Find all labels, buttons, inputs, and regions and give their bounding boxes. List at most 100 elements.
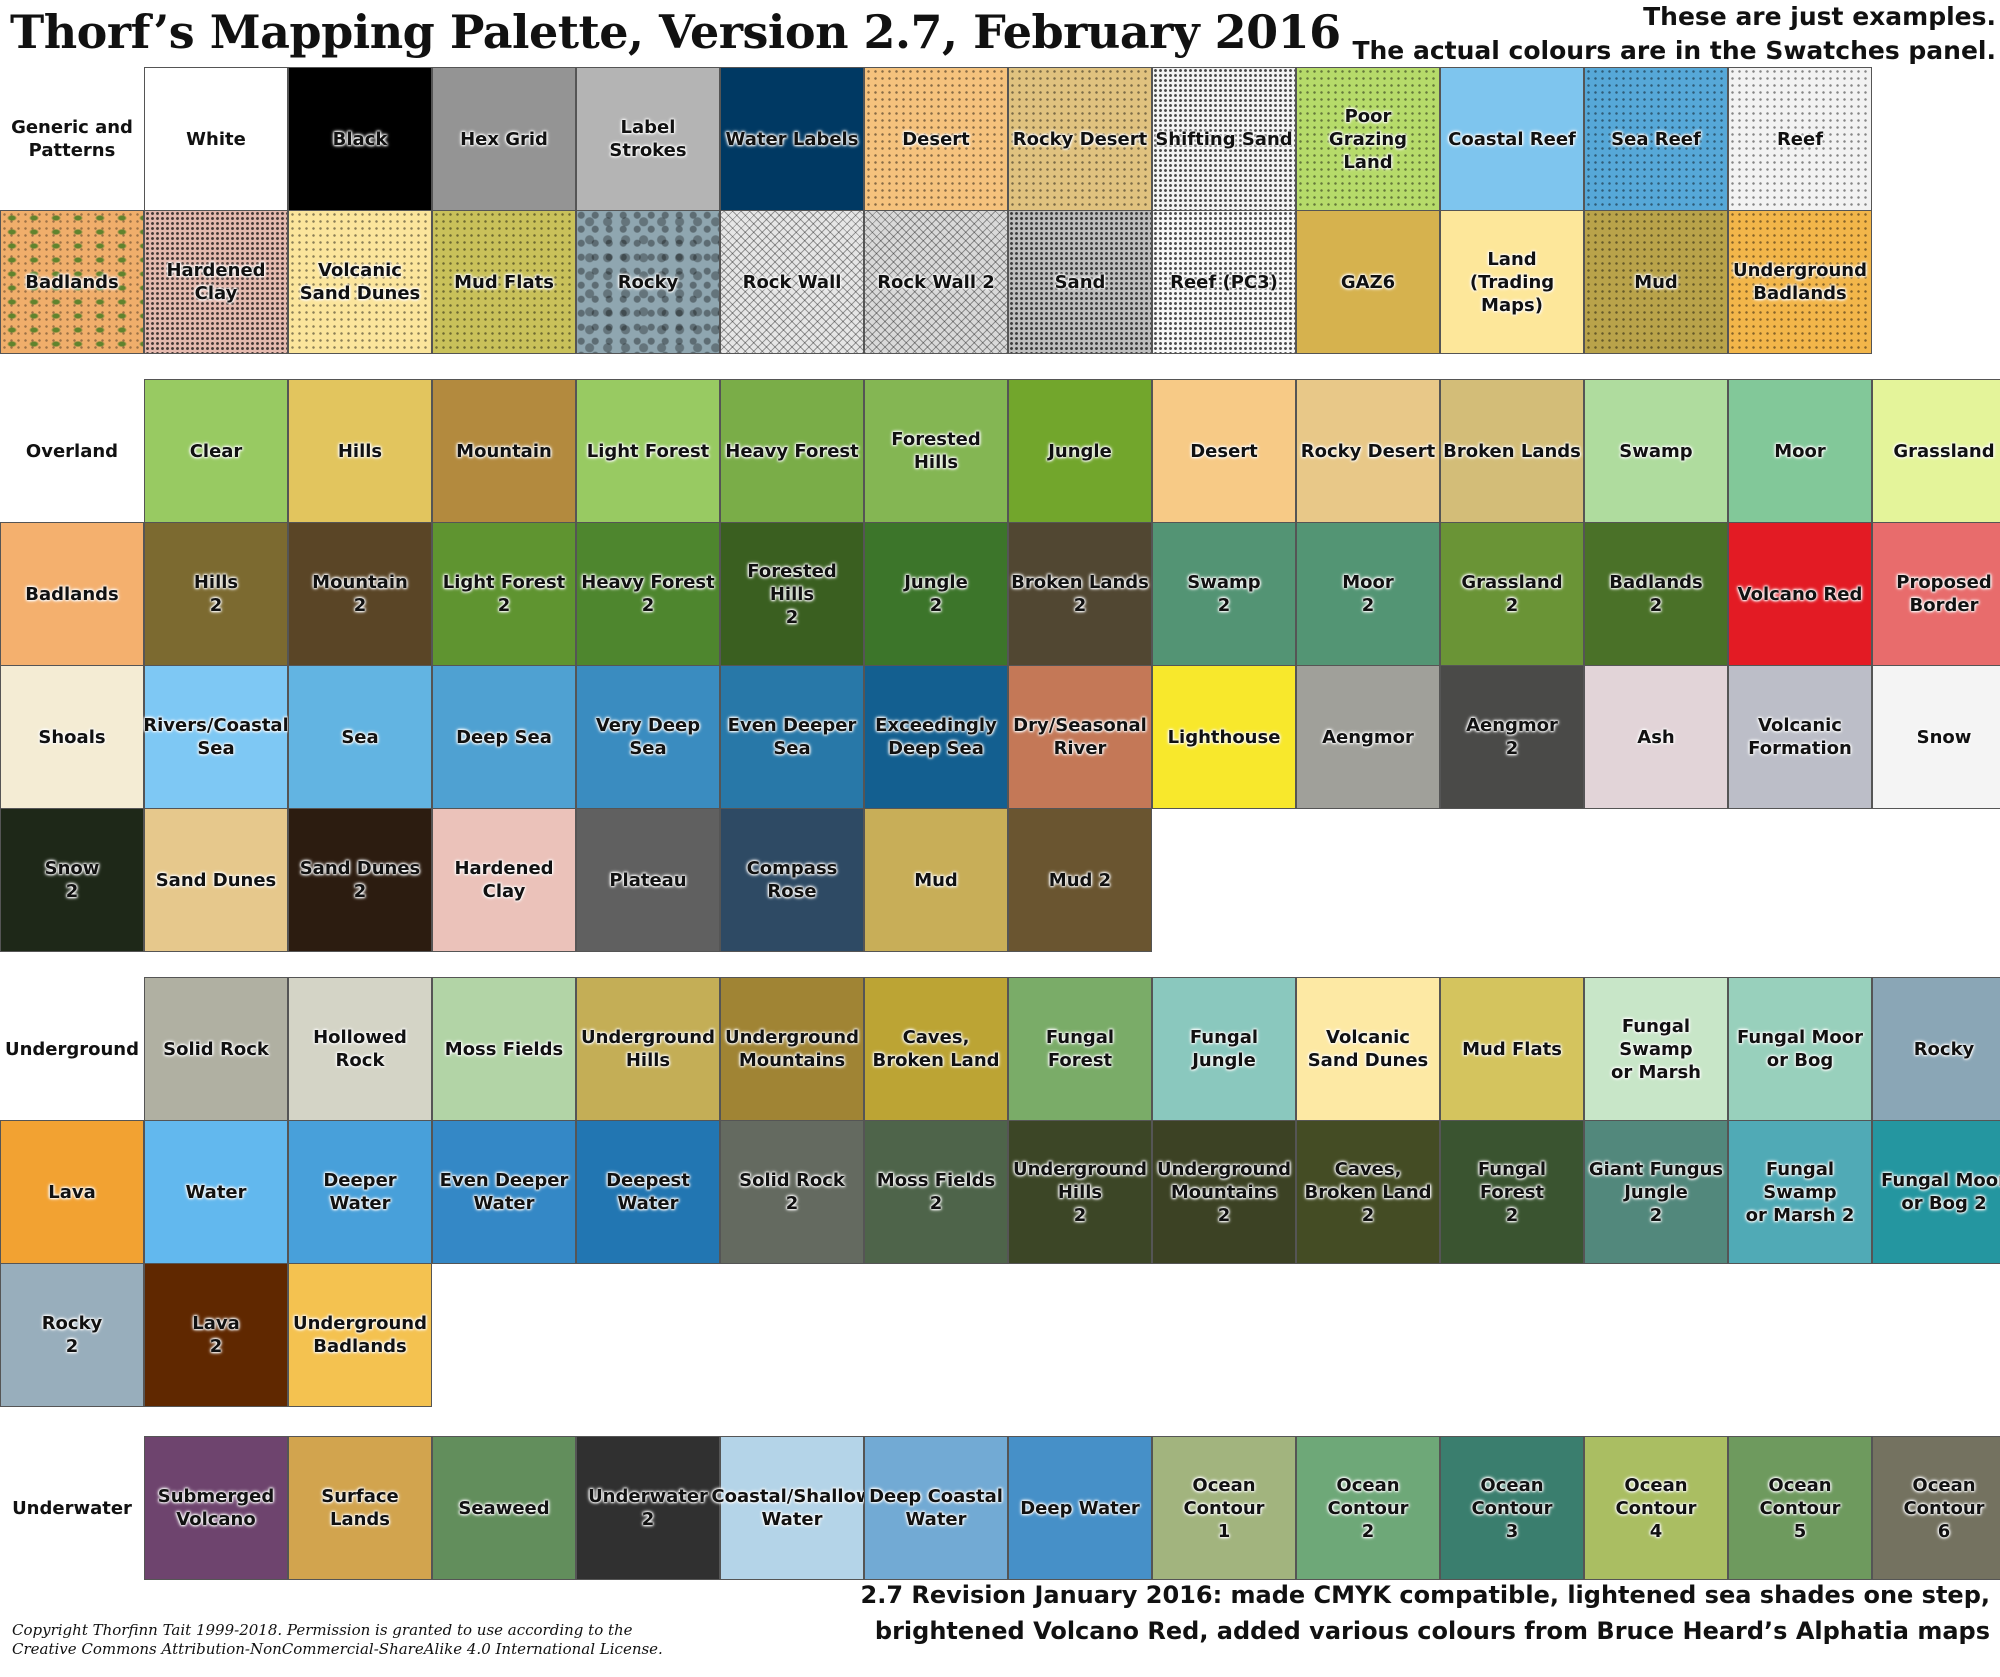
swatch-coastal-reef: Coastal Reef <box>1440 67 1584 211</box>
swatch-label: Lighthouse <box>1167 726 1281 748</box>
section-label-text: Overland <box>25 440 119 462</box>
swatch-compass-rose: Compass Rose <box>720 808 864 952</box>
swatch-rivers-coastal-sea: Rivers/Coastal Sea <box>143 665 289 809</box>
section-label-overland: Overland <box>0 379 144 523</box>
swatch-swamp-2: Swamp 2 <box>1152 522 1296 666</box>
swatch-moor-2: Moor 2 <box>1296 522 1440 666</box>
swatch-label: Underwater 2 <box>588 1486 708 1530</box>
swatch-coastal-shallow-water: Coastal/Shallow Water <box>711 1436 873 1580</box>
swatch-very-deep-sea: Very Deep Sea <box>576 665 720 809</box>
swatch-badlands-2: Badlands 2 <box>1584 522 1728 666</box>
swatch-deeper-water: Deeper Water <box>288 1120 432 1264</box>
revision-line1: 2.7 Revision January 2016: made CMYK com… <box>860 1581 1991 1609</box>
swatch-label: Heavy Forest 2 <box>581 572 715 616</box>
swatch-label: Reef <box>1776 128 1824 150</box>
copyright-line2: Creative Commons Attribution-NonCommerci… <box>12 1640 663 1658</box>
swatch-desert: Desert <box>864 67 1008 211</box>
swatch-rock-wall: Rock Wall <box>720 210 864 354</box>
swatch-label: Forested Hills 2 <box>747 560 837 628</box>
swatch-reef-pc3: Reef (PC3) <box>1152 210 1296 354</box>
swatch-giant-fungus-jungle-2: Giant Fungus Jungle 2 <box>1584 1120 1728 1264</box>
swatch-label: Deep Sea <box>456 726 552 748</box>
swatch-label: Sea Reef <box>1611 128 1701 150</box>
swatch-seaweed: Seaweed <box>432 1436 576 1580</box>
swatch-mountain: Mountain <box>432 379 576 523</box>
swatch-ocean-contour-5: Ocean Contour 5 <box>1728 1436 1872 1580</box>
swatch-black: Black <box>288 67 432 211</box>
swatch-snow-2: Snow 2 <box>0 808 144 952</box>
swatch-heavy-forest-2: Heavy Forest 2 <box>576 522 720 666</box>
swatch-water-labels: Water Labels <box>720 67 864 211</box>
swatch-ocean-contour-1: Ocean Contour 1 <box>1152 1436 1296 1580</box>
swatch-label: Solid Rock <box>163 1038 269 1060</box>
swatch-label: Fungal Swamp or Marsh <box>1611 1015 1701 1083</box>
swatch-deep-water: Deep Water <box>1008 1436 1152 1580</box>
swatch-forested-hills-2: Forested Hills 2 <box>720 522 864 666</box>
swatch-fungal-swamp-or-marsh: Fungal Swamp or Marsh <box>1584 977 1728 1121</box>
swatch-fungal-forest-2: Fungal Forest 2 <box>1440 1120 1584 1264</box>
swatch-label: Volcanic Formation <box>1748 715 1852 759</box>
swatch-label: Plateau <box>609 869 687 891</box>
swatch-label: Light Forest 2 <box>442 572 566 616</box>
swatch-sand-dunes-2: Sand Dunes 2 <box>288 808 432 952</box>
swatch-rocky: Rocky <box>1872 977 2000 1121</box>
swatch-mountain-2: Mountain 2 <box>288 522 432 666</box>
swatch-even-deeper-sea: Even Deeper Sea <box>720 665 864 809</box>
swatch-deepest-water: Deepest Water <box>576 1120 720 1264</box>
swatch-label: Hardened Clay <box>166 260 266 304</box>
swatch-label: Very Deep Sea <box>595 715 701 759</box>
swatch-label: Water Labels <box>725 128 859 150</box>
swatch-snow: Snow <box>1872 665 2000 809</box>
swatch-label: Hex Grid <box>460 128 548 150</box>
swatch-label: Hollowed Rock <box>313 1027 407 1071</box>
swatch-mud: Mud <box>864 808 1008 952</box>
swatch-label: Rock Wall <box>742 271 842 293</box>
swatch-grassland-2: Grassland 2 <box>1440 522 1584 666</box>
swatch-rocky-desert: Rocky Desert <box>1296 379 1440 523</box>
swatch-ocean-contour-3: Ocean Contour 3 <box>1440 1436 1584 1580</box>
swatch-hex-grid: Hex Grid <box>432 67 576 211</box>
swatch-label: Exceedingly Deep Sea <box>875 715 997 759</box>
swatch-label: Sand Dunes <box>155 869 277 891</box>
swatch-label: Underground Mountains <box>724 1027 860 1071</box>
swatch-rock-wall-2: Rock Wall 2 <box>864 210 1008 354</box>
swatch-label: Sand <box>1054 271 1106 293</box>
swatch-aengmor: Aengmor <box>1296 665 1440 809</box>
swatch-reef: Reef <box>1728 67 1872 211</box>
swatch-moss-fields-2: Moss Fields 2 <box>864 1120 1008 1264</box>
swatch-broken-lands: Broken Lands <box>1440 379 1584 523</box>
swatch-swamp: Swamp <box>1584 379 1728 523</box>
swatch-label: Light Forest <box>586 440 710 462</box>
swatch-caves-broken-land-2: Caves, Broken Land 2 <box>1296 1120 1440 1264</box>
swatch-label: Coastal Reef <box>1448 128 1576 150</box>
swatch-label: Mountain 2 <box>312 572 408 616</box>
swatch-hardened-clay: Hardened Clay <box>144 210 288 354</box>
swatch-fungal-jungle: Fungal Jungle <box>1152 977 1296 1121</box>
swatch-deep-coastal-water: Deep Coastal Water <box>864 1436 1008 1580</box>
swatch-poor-grazing-land: Poor Grazing Land <box>1296 67 1440 211</box>
swatch-label: Ash <box>1637 726 1675 748</box>
swatch-label: Jungle 2 <box>904 572 968 616</box>
swatch-label: Surface Lands <box>321 1486 399 1530</box>
copyright-notice: Copyright Thorfinn Tait 1999-2018. Permi… <box>12 1621 832 1659</box>
swatch-label: Rocky Desert <box>1300 440 1436 462</box>
swatch-shifting-sand: Shifting Sand <box>1152 67 1296 211</box>
swatch-label: Mountain <box>456 440 552 462</box>
swatch-hills-2: Hills 2 <box>144 522 288 666</box>
swatch-ash: Ash <box>1584 665 1728 809</box>
swatch-label: Aengmor 2 <box>1466 715 1558 759</box>
swatch-label: Seaweed <box>458 1497 550 1519</box>
swatch-underground-mountains: Underground Mountains <box>720 977 864 1121</box>
section-label-generic-and-patterns: Generic and Patterns <box>0 67 144 211</box>
swatch-label: Water <box>185 1181 247 1203</box>
section-label-text: Underground <box>4 1038 140 1060</box>
swatch-ocean-contour-6: Ocean Contour 6 <box>1872 1436 2000 1580</box>
revision-notes: 2.7 Revision January 2016: made CMYK com… <box>861 1577 1991 1649</box>
swatch-label: Snow 2 <box>44 858 100 902</box>
swatch-gaz6: GAZ6 <box>1296 210 1440 354</box>
swatch-label: Underground Badlands <box>292 1313 428 1357</box>
swatch-jungle: Jungle <box>1008 379 1152 523</box>
swatch-label: Mud 2 <box>1048 869 1112 891</box>
swatch-label: Rocky 2 <box>41 1313 103 1357</box>
swatch-ocean-contour-2: Ocean Contour 2 <box>1296 1436 1440 1580</box>
